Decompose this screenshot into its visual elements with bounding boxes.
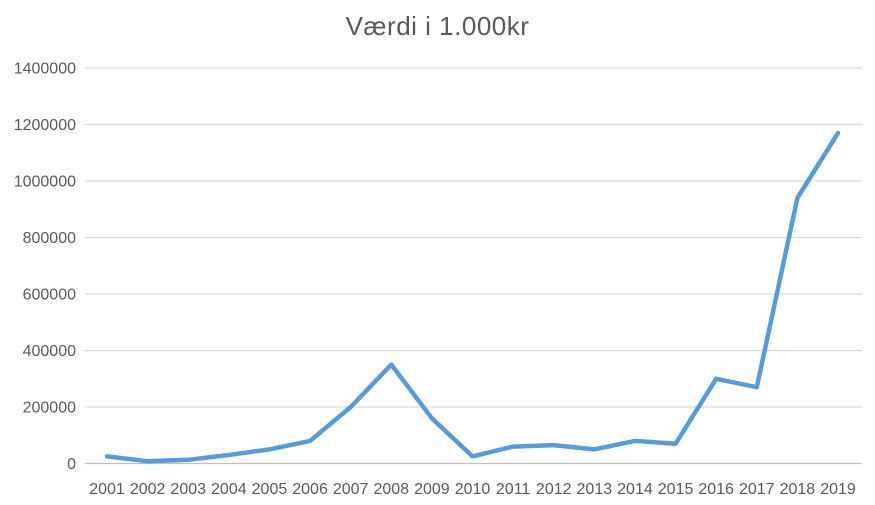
x-tick-label: 2014 [617, 481, 653, 498]
x-tick-label: 2019 [820, 481, 856, 498]
chart-title: Værdi i 1.000kr [345, 11, 530, 41]
y-tick-label: 800000 [23, 230, 76, 247]
x-tick-label: 2013 [577, 481, 613, 498]
x-tick-label: 2010 [455, 481, 491, 498]
y-tick-label: 1400000 [14, 61, 76, 78]
x-tick-label: 2003 [170, 481, 206, 498]
x-tick-label: 2005 [252, 481, 288, 498]
y-tick-label: 400000 [23, 343, 76, 360]
x-tick-label: 2018 [780, 481, 816, 498]
x-tick-label: 2002 [130, 481, 166, 498]
y-tick-label: 1000000 [14, 174, 76, 191]
x-tick-label: 2008 [373, 481, 409, 498]
y-tick-label: 0 [67, 456, 76, 473]
x-tick-label: 2017 [739, 481, 775, 498]
x-tick-label: 2016 [698, 481, 734, 498]
y-tick-label: 600000 [23, 287, 76, 304]
y-tick-label: 1200000 [14, 117, 76, 134]
data-series-line [104, 130, 841, 464]
x-tick-label: 2015 [658, 481, 694, 498]
x-tick-label: 2006 [292, 481, 328, 498]
x-tick-label: 2007 [333, 481, 369, 498]
x-tick-label: 2004 [211, 481, 247, 498]
x-tick-label: 2001 [89, 481, 125, 498]
x-tick-label: 2009 [414, 481, 450, 498]
x-tick-label: 2011 [496, 481, 531, 498]
y-tick-label: 200000 [23, 400, 76, 417]
x-tick-label: 2012 [536, 481, 572, 498]
